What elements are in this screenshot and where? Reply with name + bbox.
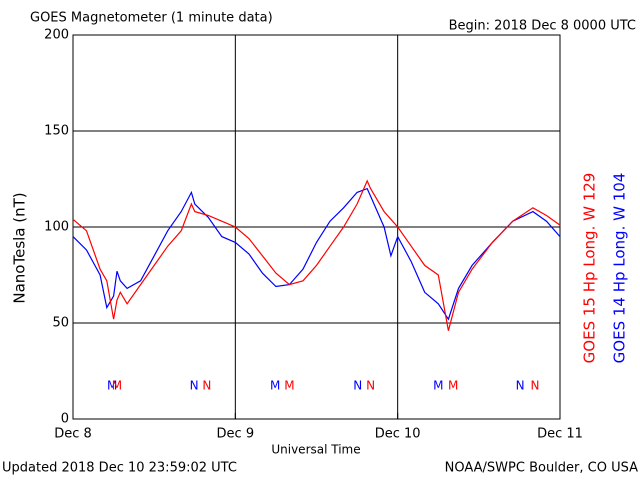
x-tick-label: Dec 8 (54, 427, 92, 442)
legend-label: GOES 15 Hp Long. W 129 (581, 173, 599, 364)
x-tick-label: Dec 11 (537, 427, 583, 442)
footer-right: NOAA/SWPC Boulder, CO USA (445, 461, 638, 476)
x-tick-label: Dec 9 (217, 427, 255, 442)
event-marker: M (448, 379, 458, 393)
y-tick-label: 200 (44, 28, 69, 43)
event-marker: N (516, 379, 525, 393)
legend-label: GOES 14 Hp Long. W 104 (611, 173, 629, 364)
x-axis-label: Universal Time (271, 443, 360, 457)
y-axis-label: NanoTesla (nT) (11, 192, 29, 303)
event-marker: N (530, 379, 539, 393)
event-marker: M (107, 379, 117, 393)
event-marker: N (202, 379, 211, 393)
event-marker: M (284, 379, 294, 393)
event-marker: M (270, 379, 280, 393)
footer-left: Updated 2018 Dec 10 23:59:02 UTC (2, 461, 237, 476)
event-marker: N (366, 379, 375, 393)
chart-title: GOES Magnetometer (1 minute data) (30, 11, 273, 26)
event-marker: N (190, 379, 199, 393)
y-tick-label: 0 (61, 412, 69, 427)
y-tick-label: 100 (44, 220, 69, 235)
series-line (72, 179, 561, 331)
series-line (72, 187, 561, 321)
y-tick-label: 150 (44, 124, 69, 139)
chart-subtitle: Begin: 2018 Dec 8 0000 UTC (449, 19, 636, 34)
event-marker: N (353, 379, 362, 393)
x-tick-label: Dec 10 (375, 427, 421, 442)
event-marker: M (112, 379, 122, 393)
y-tick-label: 50 (52, 316, 69, 331)
event-marker: M (433, 379, 443, 393)
